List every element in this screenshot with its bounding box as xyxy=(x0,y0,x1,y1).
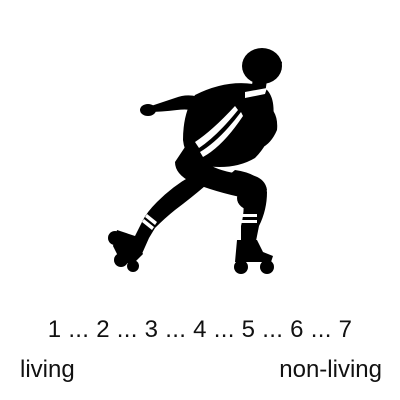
front-arm xyxy=(255,102,278,148)
roller-skater-icon xyxy=(108,48,282,274)
scale-right-anchor: non-living xyxy=(279,356,382,383)
torso xyxy=(183,83,274,167)
back-leg xyxy=(143,176,205,228)
scale-left-anchor: living xyxy=(20,356,75,383)
helmet-brim xyxy=(245,54,282,71)
front-skate xyxy=(235,240,273,262)
back-hand xyxy=(140,104,156,116)
rating-scale: 1 ... 2 ... 3 ... 4 ... 5 ... 6 ... 7 xyxy=(47,316,353,343)
back-arm xyxy=(147,95,205,114)
